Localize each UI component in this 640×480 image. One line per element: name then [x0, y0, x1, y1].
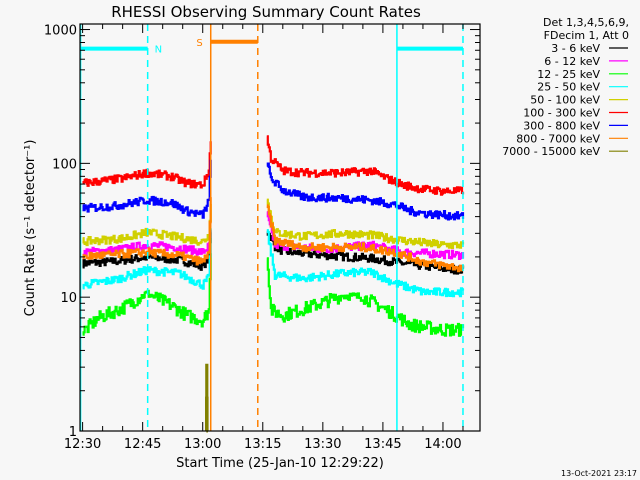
- x-axis-label: Start Time (25-Jan-10 12:29:22): [176, 456, 384, 471]
- legend-label: 12 - 25 keV: [537, 68, 600, 81]
- status-bar-label-1: S: [196, 38, 202, 49]
- y-axis-label: Count Rate (s⁻¹ detector⁻¹): [23, 140, 38, 317]
- series-line-5-segment-1: [266, 135, 465, 196]
- legend-label: 800 - 7000 keV: [516, 132, 600, 145]
- legend-label: 7000 - 15000 keV: [502, 145, 600, 158]
- x-tick-label: 13:15: [244, 437, 281, 452]
- chart-title: RHESSI Observing Summary Count Rates: [111, 3, 421, 21]
- legend-label: 25 - 50 keV: [537, 81, 600, 94]
- plot-data: NS: [79, 24, 465, 433]
- x-tick-label: 12:45: [124, 437, 161, 452]
- y-tick-label: 1: [69, 425, 77, 440]
- series-line-3-segment-1: [266, 229, 465, 298]
- series-line-8-segment-0: [205, 363, 209, 433]
- series-line-4-segment-1: [266, 198, 465, 249]
- legend-label: 3 - 6 keV: [551, 42, 600, 55]
- y-tick-label: 10: [60, 291, 77, 306]
- legend-label: 50 - 100 keV: [530, 94, 600, 107]
- series-line-5-segment-0: [82, 141, 212, 189]
- series-line-6-segment-0: [82, 159, 212, 219]
- x-tick-label: 14:00: [424, 437, 461, 452]
- plot-frame: [79, 23, 481, 432]
- series-line-1-segment-0: [82, 230, 212, 257]
- series-line-2-segment-1: [266, 257, 465, 337]
- series-line-7-segment-1: [266, 204, 465, 273]
- x-tick-label: 13:00: [184, 437, 221, 452]
- legend-label: 6 - 12 keV: [544, 55, 600, 68]
- status-bar-label-0: N: [155, 45, 162, 56]
- x-tick-label: 13:30: [304, 437, 341, 452]
- legend-header: FDecim 1, Att 0: [544, 29, 629, 42]
- footer-timestamp: 13-Oct-2021 23:17: [561, 469, 637, 478]
- series-line-7-segment-0: [82, 197, 212, 266]
- legend-label: 100 - 300 keV: [523, 107, 600, 120]
- legend-header: Det 1,3,4,5,6,9,: [543, 16, 629, 29]
- legend-label: 300 - 800 keV: [523, 119, 600, 132]
- legend: Det 1,3,4,5,6,9,FDecim 1, Att 03 - 6 keV…: [502, 16, 629, 158]
- x-tick-label: 12:30: [64, 437, 101, 452]
- y-tick-label: 1000: [44, 24, 77, 39]
- series-line-2-segment-0: [82, 253, 212, 336]
- series-line-6-segment-1: [266, 162, 465, 221]
- series-line-4-segment-0: [82, 204, 212, 247]
- y-tick-label: 100: [52, 157, 77, 172]
- x-tick-label: 13:45: [364, 437, 401, 452]
- axes: 12:30 12:45 13:00 13:15 13:30 13:45 14:00 1 10 10…: [44, 23, 481, 452]
